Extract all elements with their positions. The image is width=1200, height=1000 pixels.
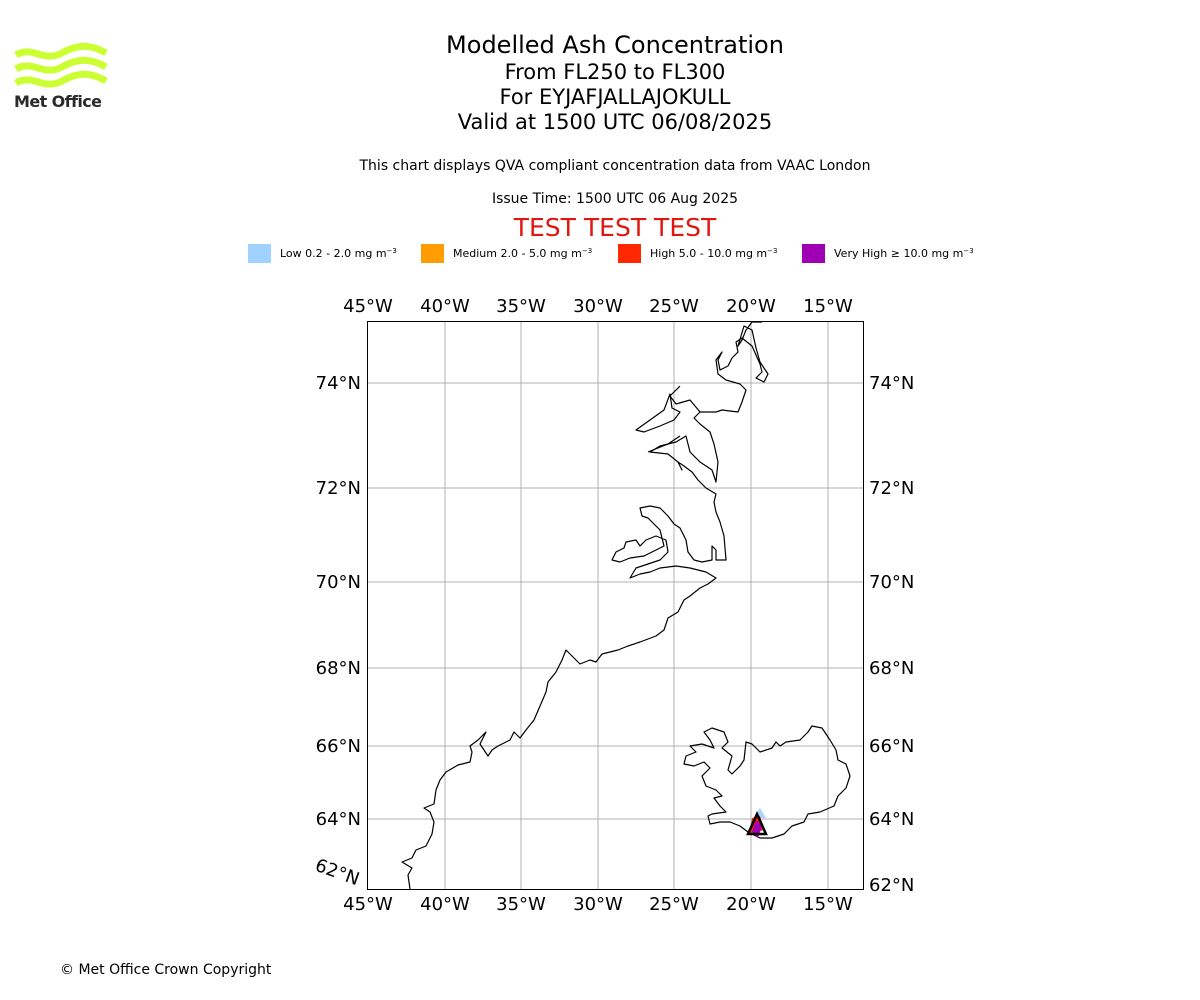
right-lat-label: 72°N <box>869 478 914 499</box>
chart-title: Modelled Ash Concentration <box>446 31 784 59</box>
right-lat-label: 74°N <box>869 373 914 394</box>
title-block: Modelled Ash Concentration From FL250 to… <box>415 30 815 135</box>
bottom-lon-label: 35°W <box>496 894 546 915</box>
chart-description: This chart displays QVA compliant concen… <box>359 158 871 174</box>
logo-text: Met Office <box>14 92 102 111</box>
left-lat-label: 74°N <box>316 373 361 394</box>
issue-time: Issue Time: 1500 UTC 06 Aug 2025 <box>491 191 739 207</box>
top-lon-label: 15°W <box>803 296 853 317</box>
top-lon-label: 45°W <box>343 296 393 317</box>
test-banner: TEST TEST TEST <box>513 213 717 242</box>
right-lat-label: 66°N <box>869 736 914 757</box>
legend: Low 0.2 - 2.0 mg m−3 Medium 2.0 - 5.0 mg… <box>0 244 1200 264</box>
bottom-lon-label: 25°W <box>649 894 699 915</box>
bottom-lon-label: 20°W <box>726 894 776 915</box>
left-lat-label: 72°N <box>316 478 361 499</box>
left-lat-label: 66°N <box>316 736 361 757</box>
met-office-logo-icon <box>14 42 108 88</box>
legend-label-very-high: Very High ≥ 10.0 mg m−3 <box>834 247 974 260</box>
gridlines <box>368 322 863 889</box>
legend-swatch-medium <box>421 244 444 263</box>
legend-swatch-high <box>618 244 641 263</box>
bottom-lon-label: 30°W <box>573 894 623 915</box>
top-lon-label: 40°W <box>420 296 470 317</box>
top-lon-label: 35°W <box>496 296 546 317</box>
volcano-name: For EYJAFJALLAJOKULL <box>499 85 731 109</box>
right-lat-label: 70°N <box>869 572 914 593</box>
iceland-coast <box>683 725 851 839</box>
right-lat-label: 68°N <box>869 658 914 679</box>
bottom-lon-label: 15°W <box>803 894 853 915</box>
coastline <box>401 321 851 890</box>
left-corner-lat-label: 62°N <box>312 855 362 890</box>
legend-swatch-very-high <box>802 244 825 263</box>
volcano-marker-icon <box>746 810 768 836</box>
top-lon-label: 25°W <box>649 296 699 317</box>
valid-time: Valid at 1500 UTC 06/08/2025 <box>457 110 773 134</box>
copyright: © Met Office Crown Copyright <box>60 962 272 978</box>
legend-swatch-low <box>248 244 271 263</box>
bottom-lon-label: 40°W <box>420 894 470 915</box>
right-lat-label: 62°N <box>869 875 914 896</box>
greenland-fjord-2 <box>635 393 681 433</box>
map-frame <box>367 321 864 890</box>
right-lat-label: 64°N <box>869 809 914 830</box>
top-lon-label: 20°W <box>726 296 776 317</box>
left-lat-label: 68°N <box>316 658 361 679</box>
legend-label-high: High 5.0 - 10.0 mg m−3 <box>650 247 778 260</box>
legend-label-medium: Medium 2.0 - 5.0 mg m−3 <box>453 247 593 260</box>
legend-label-low: Low 0.2 - 2.0 mg m−3 <box>280 247 397 260</box>
flight-levels: From FL250 to FL300 <box>504 60 726 84</box>
greenland-coast <box>401 321 769 890</box>
greenland-fjord-3 <box>647 435 681 453</box>
top-lon-label: 30°W <box>573 296 623 317</box>
bottom-lon-label: 45°W <box>343 894 393 915</box>
left-lat-label: 64°N <box>316 809 361 830</box>
left-lat-label: 70°N <box>316 572 361 593</box>
greenland-fjord-1 <box>669 385 701 413</box>
